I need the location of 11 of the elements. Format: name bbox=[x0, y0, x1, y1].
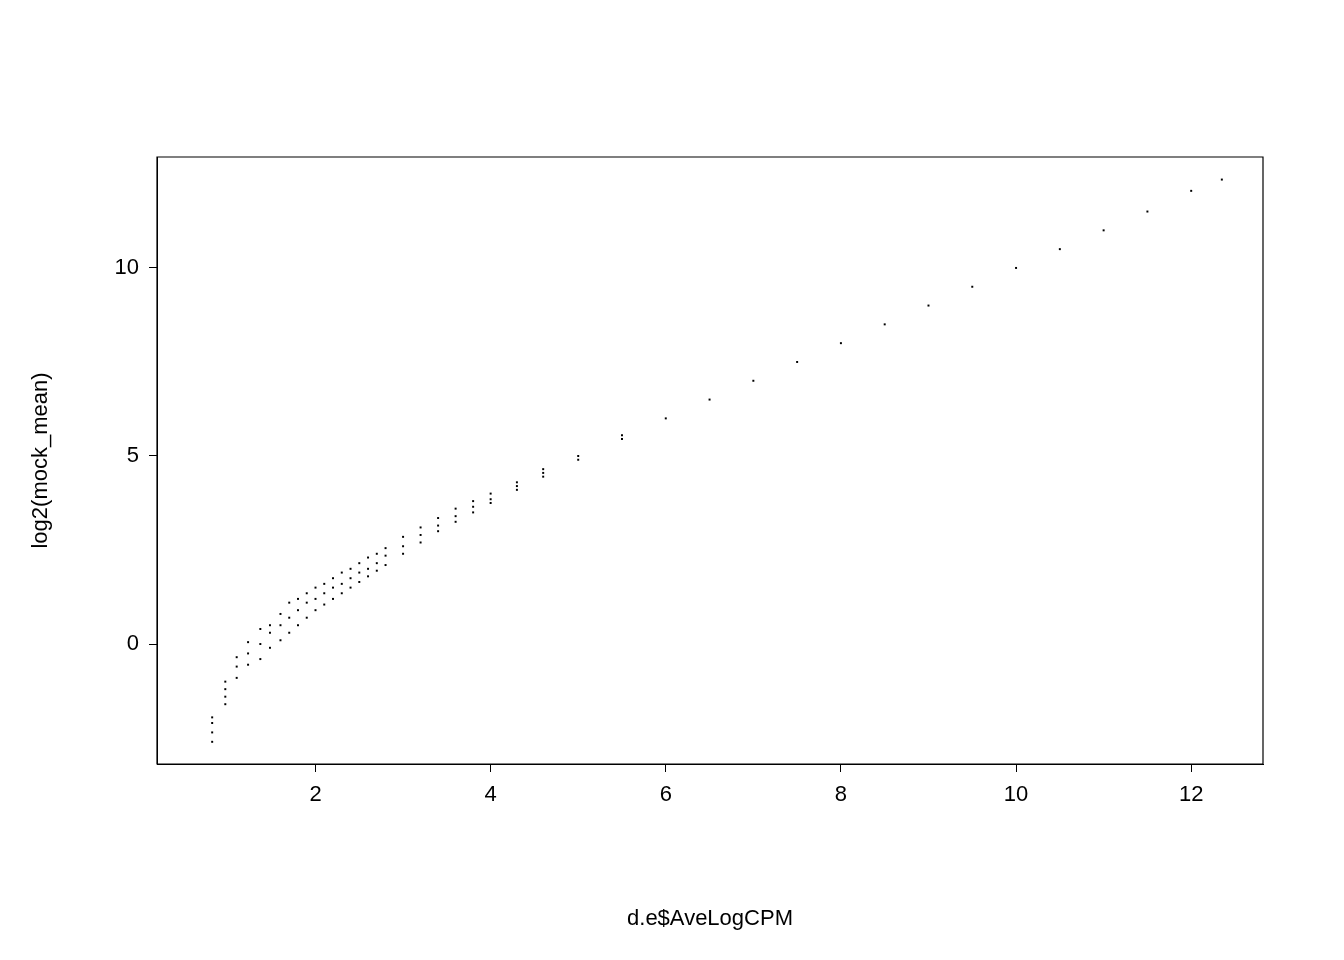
y-tick-label: 5 bbox=[126, 442, 139, 468]
x-tick-label: 4 bbox=[484, 781, 497, 807]
x-axis-title: d.e$AveLogCPM bbox=[627, 904, 793, 930]
x-tick-label: 12 bbox=[1178, 781, 1204, 807]
x-tick-label: 10 bbox=[1003, 781, 1029, 807]
y-tick-label: 10 bbox=[114, 254, 139, 280]
x-tick-label: 2 bbox=[309, 781, 322, 807]
x-tick-label: 6 bbox=[659, 781, 672, 807]
y-tick-label: 0 bbox=[126, 630, 139, 656]
x-tick-label: 8 bbox=[834, 781, 848, 807]
y-axis-title: log2(mock_mean) bbox=[27, 372, 53, 549]
